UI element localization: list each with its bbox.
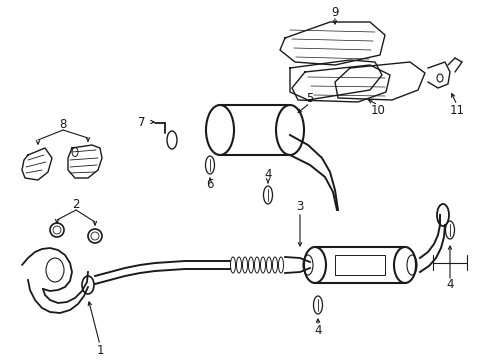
Text: 4: 4 (264, 168, 271, 181)
Text: 4: 4 (446, 279, 453, 292)
Text: 7: 7 (138, 116, 145, 129)
Text: 9: 9 (330, 5, 338, 18)
Text: 5: 5 (305, 91, 313, 104)
Text: 10: 10 (370, 104, 385, 117)
Bar (334, 255, 384, 275)
Text: 8: 8 (59, 118, 66, 131)
Text: 6: 6 (206, 179, 213, 192)
Text: 2: 2 (72, 198, 80, 211)
Text: 3: 3 (296, 201, 303, 213)
Text: 1: 1 (96, 343, 103, 356)
Text: 11: 11 (448, 104, 464, 117)
Text: 4: 4 (314, 324, 321, 337)
